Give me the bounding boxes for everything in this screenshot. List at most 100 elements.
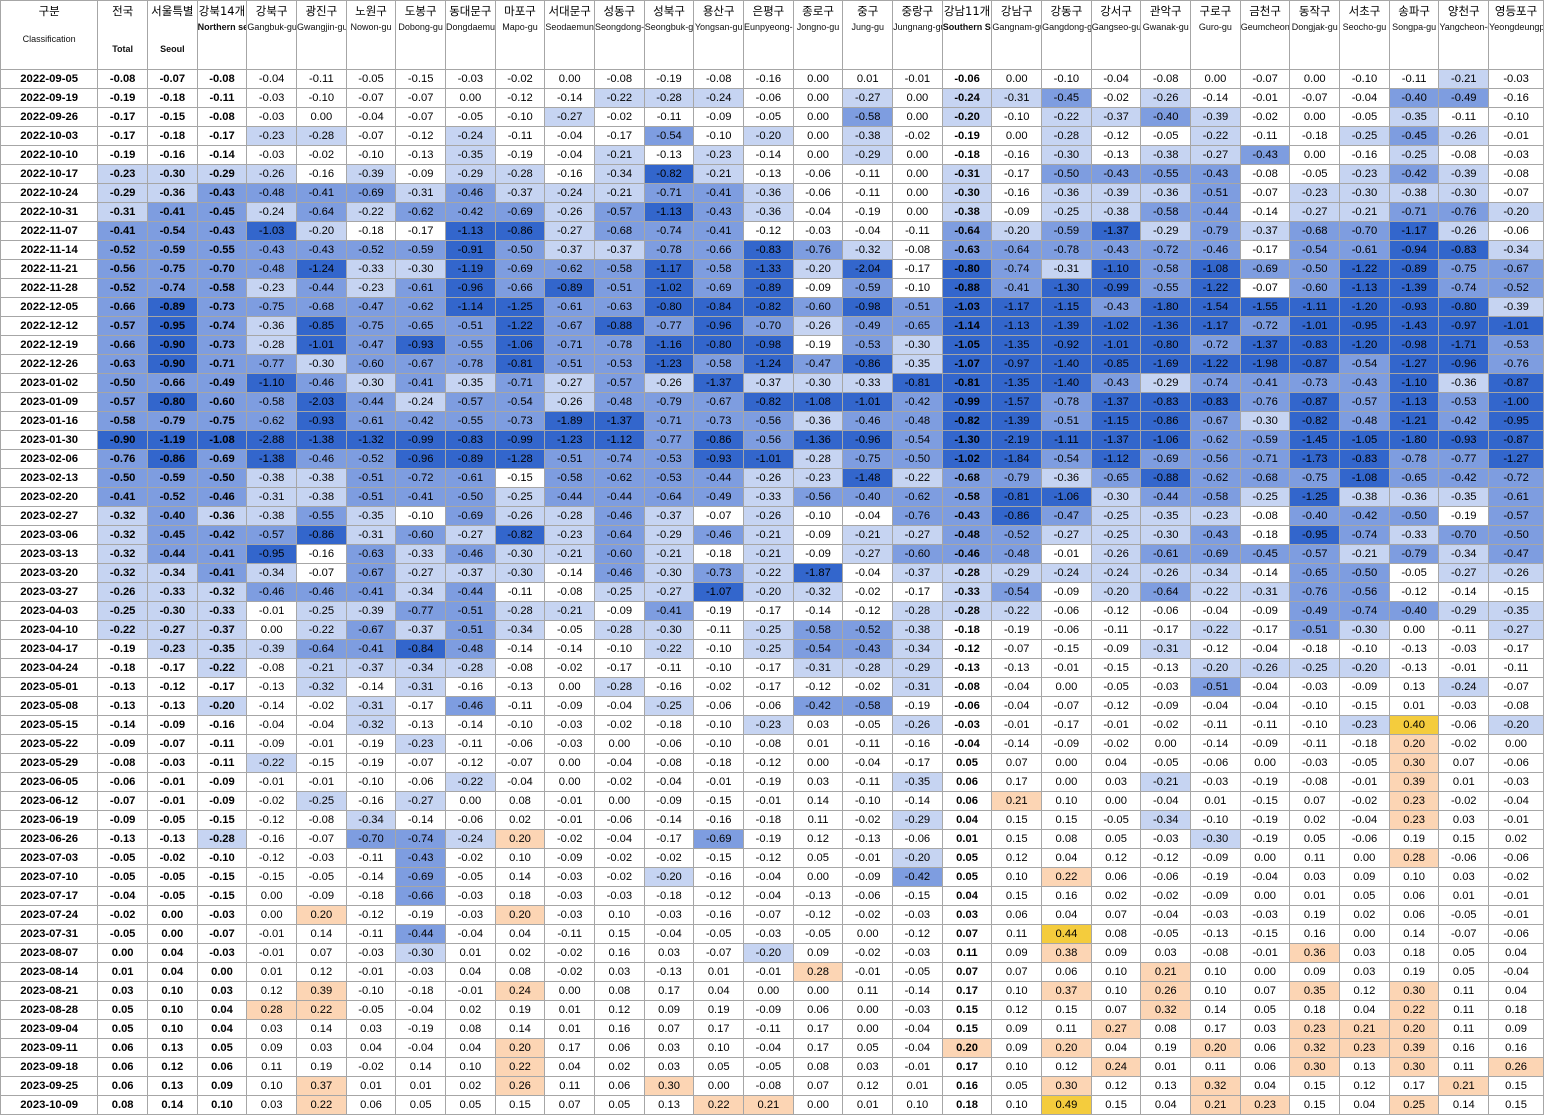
value-cell: -0.13: [643, 145, 695, 165]
value-cell: -0.07: [1438, 924, 1490, 944]
value-cell: -0.09: [196, 772, 248, 792]
value-cell: 0.00: [743, 981, 794, 1001]
value-cell: -0.41: [146, 202, 198, 222]
value-cell: -0.07: [693, 943, 745, 963]
value-cell: 0.11: [1438, 1057, 1490, 1077]
value-cell: -0.72: [1190, 335, 1241, 355]
value-cell: -0.11: [693, 620, 745, 640]
value-cell: 0.01: [395, 1076, 447, 1096]
value-cell: 0.07: [1090, 1000, 1142, 1020]
value-cell: -0.07: [395, 753, 447, 773]
value-cell: -0.26: [544, 392, 596, 412]
value-cell: -0.09: [196, 791, 248, 811]
value-cell: -0.01: [296, 734, 347, 754]
row-date: 2023-04-17: [0, 639, 99, 659]
header-english-label: Nowon-gu: [350, 22, 392, 32]
value-cell: -0.08: [1289, 772, 1341, 792]
header-english-label: Seongdong-gu: [595, 22, 645, 32]
value-cell: -0.65: [1289, 563, 1341, 583]
row-date: 2023-06-12: [0, 791, 99, 811]
value-cell: -0.17: [643, 829, 695, 849]
value-cell: -0.16: [1339, 145, 1390, 165]
column-header: 영등포구Yeongdeungpo-gu: [1488, 0, 1544, 70]
value-cell: -0.72: [1239, 316, 1291, 336]
value-cell: -0.07: [1239, 183, 1291, 203]
value-cell: -0.02: [842, 943, 894, 963]
row-date: 2022-10-03: [0, 126, 99, 146]
value-cell: 0.00: [1289, 145, 1341, 165]
value-cell: -0.09: [842, 867, 894, 887]
value-cell: -1.84: [991, 449, 1043, 469]
table-header: 구분 Classification 전국 Total 서울특별 Seoul 강북14개 Nor…: [0, 0, 1544, 70]
column-header: 종로구 Jongno-gu: [792, 0, 844, 70]
column-header: 마포구 Mapo-gu: [494, 0, 546, 70]
value-cell: -0.05: [743, 1057, 794, 1077]
value-cell: -0.30: [892, 335, 943, 355]
value-cell: 0.06: [792, 1000, 844, 1020]
value-cell: -0.02: [594, 867, 645, 887]
value-cell: 0.12: [1090, 1076, 1142, 1096]
value-cell: -0.83: [1339, 449, 1390, 469]
table-row: 2022-10-24 -0.29 -0.36 -0.43 -0.48 -0.41 -0.69…: [0, 183, 1544, 203]
row-date: 2023-04-10: [0, 620, 99, 640]
value-cell: -0.76: [1289, 582, 1341, 602]
value-cell: -0.02: [296, 696, 347, 716]
value-cell: -0.13: [97, 677, 148, 697]
value-cell: -0.33: [196, 601, 248, 621]
value-cell: -1.25: [1289, 487, 1341, 507]
value-cell: -0.10: [1041, 69, 1092, 89]
value-cell: -0.42: [892, 392, 943, 412]
value-cell: 0.28: [246, 1000, 297, 1020]
column-header: 성북구 Seongbuk-gu: [643, 0, 695, 70]
value-cell: 0.06: [97, 1076, 148, 1096]
value-cell: -0.79: [1190, 221, 1241, 241]
value-cell: -0.93: [1388, 297, 1440, 317]
value-cell: -0.01: [246, 924, 297, 944]
value-cell: -0.56: [1190, 449, 1241, 469]
value-cell: -0.04: [842, 563, 894, 583]
value-cell: -0.10: [345, 772, 397, 792]
value-cell: -0.58: [941, 487, 993, 507]
value-cell: 0.14: [494, 867, 546, 887]
value-cell: -0.10: [196, 848, 248, 868]
value-cell: -0.11: [1190, 715, 1241, 735]
value-cell: -0.06: [494, 734, 546, 754]
value-cell: -0.57: [594, 373, 645, 393]
value-cell: 0.19: [1289, 905, 1341, 925]
value-cell: 0.06: [1239, 1057, 1291, 1077]
value-cell: -0.58: [693, 354, 745, 374]
value-cell: -0.55: [445, 411, 496, 431]
value-cell: 0.39: [1388, 1038, 1440, 1058]
value-cell: -0.18: [1239, 525, 1291, 545]
value-cell: 0.18: [1388, 943, 1440, 963]
table-row: 2023-09-11 0.06 0.13 0.05 0.09 0.03 0.04 -0.04 0…: [0, 1038, 1544, 1058]
value-cell: 0.13: [146, 1038, 198, 1058]
value-cell: -0.46: [1190, 240, 1241, 260]
value-cell: -0.01: [743, 791, 794, 811]
value-cell: 0.10: [146, 981, 198, 1001]
value-cell: -0.05: [544, 620, 596, 640]
value-cell: -0.03: [1438, 696, 1490, 716]
value-cell: -0.16: [693, 905, 745, 925]
value-cell: -0.16: [643, 677, 695, 697]
value-cell: 0.12: [842, 1076, 894, 1096]
value-cell: -0.01: [246, 772, 297, 792]
value-cell: 0.32: [1289, 1038, 1341, 1058]
value-cell: -0.04: [296, 715, 347, 735]
value-cell: -0.06: [97, 772, 148, 792]
value-cell: -0.69: [1190, 544, 1241, 564]
value-cell: -0.58: [1140, 259, 1192, 279]
header-korean-label: 마포구: [504, 4, 536, 18]
value-cell: 0.03: [1239, 1019, 1291, 1039]
value-cell: -0.61: [395, 278, 447, 298]
value-cell: 0.00: [594, 734, 645, 754]
value-cell: -0.95: [1289, 525, 1341, 545]
value-cell: -1.48: [842, 468, 894, 488]
value-cell: -0.67: [693, 392, 745, 412]
value-cell: -0.08: [643, 753, 695, 773]
value-cell: -0.97: [991, 354, 1043, 374]
value-cell: -0.46: [296, 582, 347, 602]
value-cell: -0.16: [743, 69, 794, 89]
header-korean-label: 강서구: [1100, 4, 1132, 18]
value-cell: -0.89: [743, 278, 794, 298]
